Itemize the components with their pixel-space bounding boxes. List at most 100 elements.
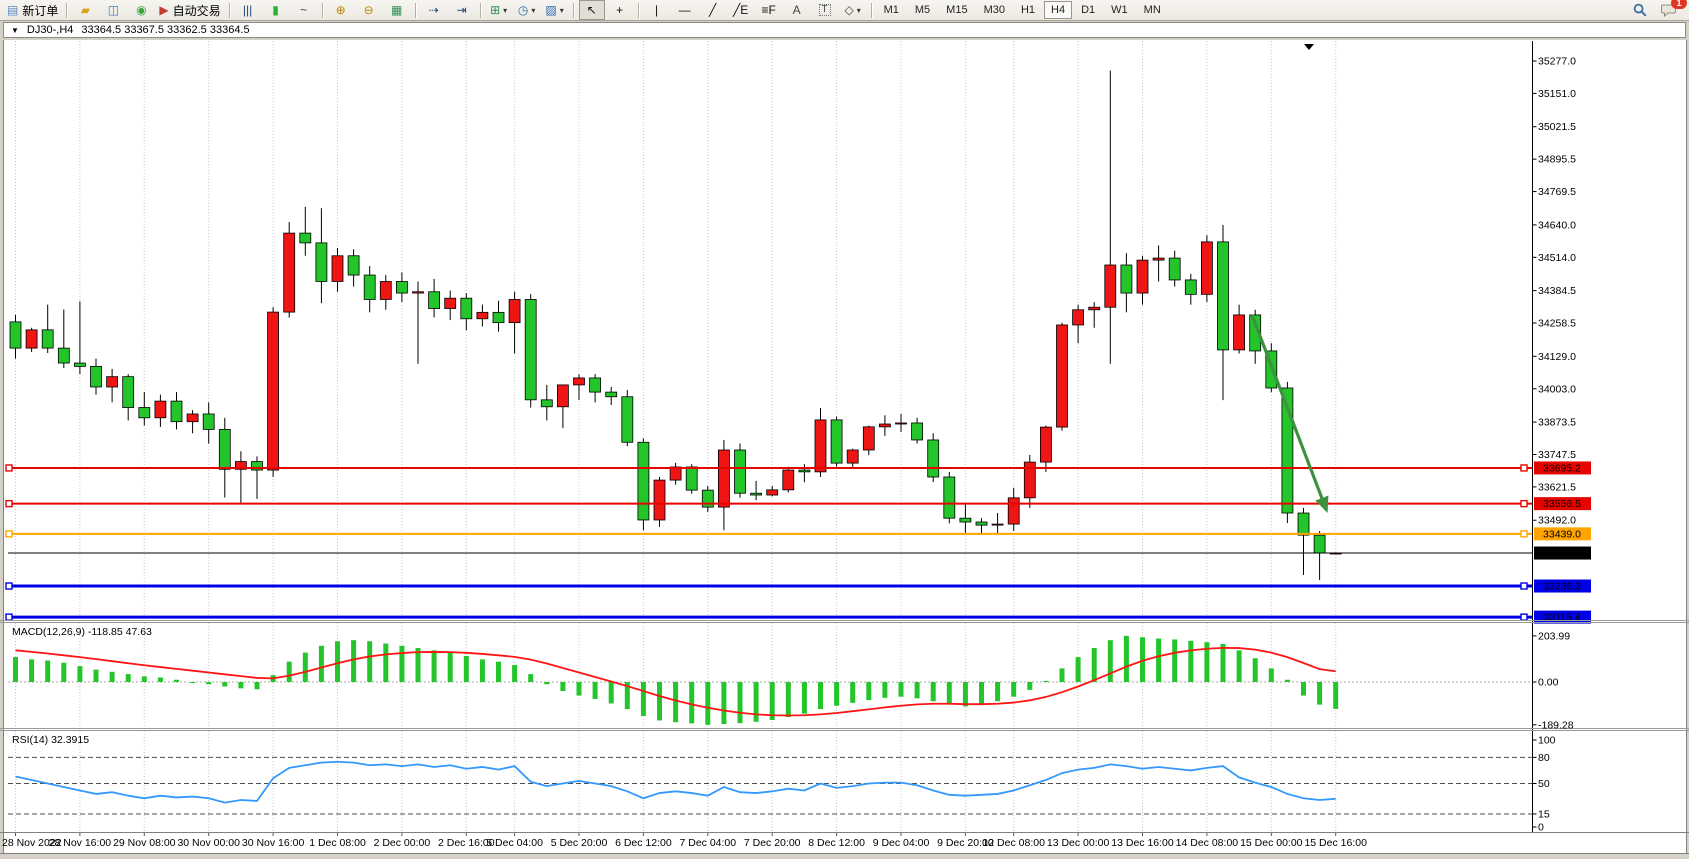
candle-body (41, 329, 54, 349)
candle-body (1233, 314, 1245, 351)
timeframe-button-m1[interactable]: M1 (883, 4, 899, 16)
shapes-button[interactable]: ◇ ▾ (840, 0, 866, 20)
indicators-button[interactable]: ⊞ ▾ (486, 0, 512, 20)
candle-body (1297, 512, 1310, 536)
price-axis[interactable]: 35277.0 35151.0 35021.5 34895.5 34769.5 34640… (0, 41, 1689, 833)
zoom-out-button[interactable]: ⊖ (356, 0, 382, 20)
signals-button[interactable]: ◉ (128, 0, 154, 20)
hline-33236.3[interactable] (5, 582, 1532, 590)
candle-body (25, 329, 38, 349)
line-handle[interactable] (1520, 613, 1528, 621)
candle-body (1088, 306, 1101, 311)
price-tick-label: 33873.5 (1538, 417, 1576, 429)
svg-text:13 Dec 16:00: 13 Dec 16:00 (1111, 837, 1174, 849)
timeframe-button-m5[interactable]: M5 (914, 4, 931, 16)
tile-windows-button[interactable]: ▦ (384, 0, 410, 20)
candle-body (1281, 387, 1294, 514)
fibonacci-button[interactable]: ≡F (756, 0, 782, 20)
toolbar-separator (870, 2, 872, 18)
new-order-button[interactable]: ▤ 新订单 (4, 0, 61, 20)
candle-body (1120, 264, 1133, 294)
zoom-in-button[interactable]: ⊕ (328, 0, 354, 20)
timeframe-button-mn[interactable]: MN (1143, 4, 1161, 16)
chevron-down-icon[interactable]: ▾ (856, 5, 861, 15)
trendline-button[interactable]: ╱ (700, 0, 726, 20)
search-button[interactable] (1627, 0, 1653, 20)
candle-body (122, 376, 135, 408)
line-handle[interactable] (5, 582, 13, 590)
macd-bar (174, 679, 179, 682)
line-handle[interactable] (1520, 530, 1528, 538)
candlestick-icon: ▮ (272, 3, 279, 17)
history-center-button[interactable]: ▰ (72, 0, 98, 20)
auto-trading-button[interactable]: ▶ 自动交易 (156, 0, 223, 20)
timeframe-button-d1[interactable]: D1 (1081, 4, 1096, 16)
candle-body (1168, 257, 1181, 281)
hline-33695.2[interactable] (5, 464, 1532, 472)
object-hlines[interactable] (5, 464, 1532, 621)
macd-bar (1284, 679, 1290, 682)
macd-bar (689, 682, 695, 724)
hline-33556.5[interactable] (5, 499, 1532, 508)
line-chart-button[interactable]: ~ (291, 0, 317, 20)
periods-button[interactable]: ◷ ▾ (514, 0, 540, 20)
candle-body (991, 523, 1004, 526)
chart-shift-marker[interactable] (1304, 44, 1314, 50)
chevron-down-icon[interactable]: ▾ (503, 5, 508, 15)
autoscroll-button[interactable]: ⇢ (421, 0, 447, 20)
macd-bar (286, 661, 292, 682)
bar-chart-button[interactable]: ||| (235, 0, 261, 20)
timeframe-button-m30[interactable]: M30 (983, 4, 1005, 16)
chart-title-bar[interactable]: ▼ DJ30-,H4 33364.5 33367.5 33362.5 33364… (3, 22, 1686, 38)
trend-arrow[interactable] (1250, 314, 1329, 513)
zoom-in-icon: ⊕ (335, 3, 346, 17)
chevron-down-icon[interactable]: ▾ (531, 5, 536, 15)
candle-body (154, 400, 167, 419)
horizontal-line-button[interactable]: — (672, 0, 698, 20)
line-handle[interactable] (5, 530, 13, 538)
cursor-button[interactable]: ↖ (578, 0, 605, 20)
chart-dropdown-icon[interactable]: ▼ (11, 25, 19, 35)
candlestick-chart-button[interactable]: ▮ (263, 0, 289, 20)
line-handle[interactable] (1520, 499, 1528, 508)
candle-body (750, 492, 762, 496)
price-badge (1534, 579, 1591, 593)
chart-symbol-period: DJ30-,H4 (26, 24, 74, 36)
line-handle[interactable] (1520, 582, 1528, 590)
macd-bar (1236, 650, 1242, 682)
chart-shift-button[interactable]: ⇥ (449, 0, 475, 20)
macd-bar (946, 682, 952, 705)
panel-separators[interactable] (0, 620, 1689, 731)
text-label-button[interactable]: T (812, 0, 838, 20)
vertical-line-button[interactable]: | (644, 0, 670, 20)
timeframe-button-h1[interactable]: H1 (1020, 4, 1036, 16)
candle-body (1313, 534, 1326, 554)
text-button[interactable]: A (784, 0, 810, 20)
line-handle[interactable] (5, 464, 13, 472)
timeframe-button-w1[interactable]: W1 (1111, 4, 1128, 16)
chevron-down-icon[interactable]: ▾ (559, 5, 564, 15)
crosshair-button[interactable]: + (607, 0, 633, 20)
hline-33439.0[interactable] (5, 530, 1532, 538)
candle-body (1136, 259, 1149, 294)
candle-body (557, 384, 569, 408)
macd-bar (302, 652, 308, 682)
macd-bar (576, 682, 582, 696)
candle-body (846, 449, 859, 464)
line-handle[interactable] (1520, 464, 1528, 472)
line-handle[interactable] (5, 613, 13, 621)
candle-body (540, 399, 553, 408)
toolbar-separator (479, 2, 481, 18)
candle-body (9, 321, 22, 349)
line-handle[interactable] (5, 499, 13, 508)
templates-button[interactable]: ▨ ▾ (542, 0, 568, 20)
macd-bar (818, 682, 823, 710)
timeframe-button-h4[interactable]: H4 (1044, 1, 1073, 19)
timeframe-button-m15[interactable]: M15 (946, 4, 968, 16)
equidistant-channel-button[interactable]: ╱E (728, 0, 754, 20)
candle-body (1056, 324, 1068, 428)
profiles-button[interactable]: ◫ (100, 0, 126, 20)
notifications-button[interactable]: 1 (1655, 0, 1687, 20)
candle-body (492, 311, 505, 324)
